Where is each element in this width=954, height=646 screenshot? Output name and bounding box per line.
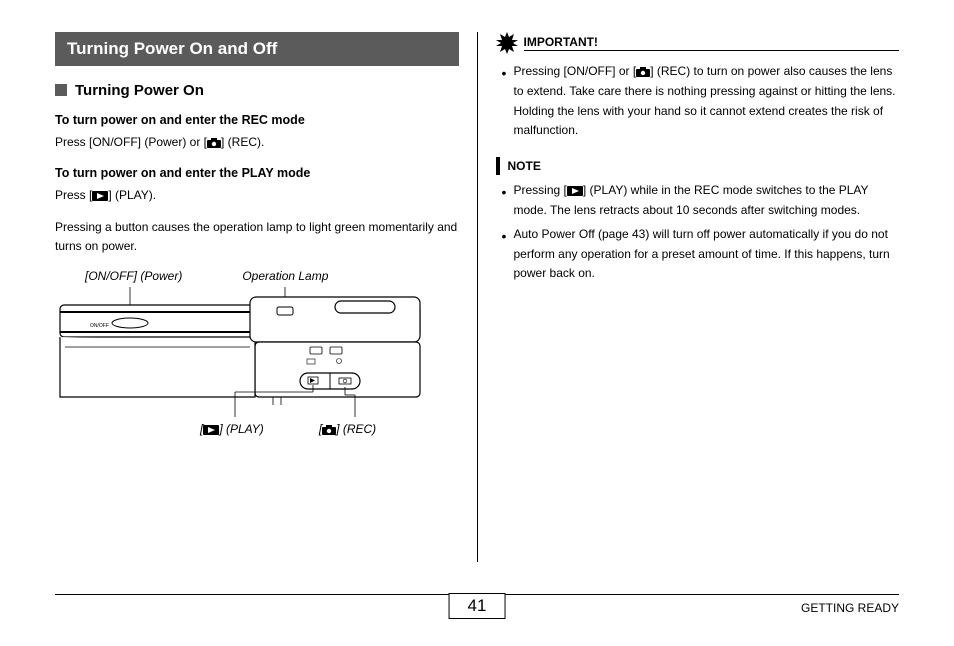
camera-icon xyxy=(207,138,221,148)
note-bar-icon xyxy=(496,157,500,175)
play-icon xyxy=(92,191,108,201)
square-bullet-icon xyxy=(55,84,67,96)
important-item-1: Pressing [ON/OFF] or [] (REC) to turn on… xyxy=(514,62,900,141)
camera-illustration: ON/OFF xyxy=(55,287,425,417)
page-footer: 41 GETTING READY xyxy=(55,594,899,628)
section-title-bar: Turning Power On and Off xyxy=(55,32,459,66)
note-list: Pressing [] (PLAY) while in the REC mode… xyxy=(496,181,900,284)
play-mode-body: Press [] (PLAY). xyxy=(55,186,459,205)
label-rec-button: [] (REC) xyxy=(319,422,376,436)
label-onoff: [ON/OFF] (Power) xyxy=(85,269,182,283)
label-operation-lamp: Operation Lamp xyxy=(242,269,328,283)
diagram-bottom-labels: [] (PLAY) [] (REC) xyxy=(55,422,459,436)
onoff-button-label: ON/OFF xyxy=(90,323,109,329)
camera-icon xyxy=(636,67,650,77)
right-column: IMPORTANT! Pressing [ON/OFF] or [] (REC)… xyxy=(478,32,900,562)
starburst-icon xyxy=(496,32,518,54)
page-content: Turning Power On and Off Turning Power O… xyxy=(0,0,954,562)
left-column: Turning Power On and Off Turning Power O… xyxy=(55,32,477,562)
note-label: NOTE xyxy=(508,159,541,173)
subsection-heading-text: Turning Power On xyxy=(75,82,204,99)
footer-section-label: GETTING READY xyxy=(801,601,899,615)
camera-icon xyxy=(322,425,336,435)
play-icon xyxy=(203,425,219,435)
rec-mode-body: Press [ON/OFF] (Power) or [] (REC). xyxy=(55,133,459,152)
page-number: 41 xyxy=(449,593,506,619)
diagram-top-labels: [ON/OFF] (Power) Operation Lamp xyxy=(55,269,459,283)
note-heading: NOTE xyxy=(496,157,900,175)
important-label: IMPORTANT! xyxy=(524,35,900,51)
note-item-1: Pressing [] (PLAY) while in the REC mode… xyxy=(514,181,900,221)
camera-diagram: [ON/OFF] (Power) Operation Lamp ON/OFF xyxy=(55,269,459,436)
important-heading: IMPORTANT! xyxy=(496,32,900,54)
rec-mode-heading: To turn power on and enter the REC mode xyxy=(55,113,459,127)
subsection-heading: Turning Power On xyxy=(55,82,459,99)
label-play-button: [] (PLAY) xyxy=(200,422,264,436)
lamp-description: Pressing a button causes the operation l… xyxy=(55,218,459,255)
play-mode-heading: To turn power on and enter the PLAY mode xyxy=(55,166,459,180)
important-list: Pressing [ON/OFF] or [] (REC) to turn on… xyxy=(496,62,900,141)
note-item-2: Auto Power Off (page 43) will turn off p… xyxy=(514,225,900,284)
play-icon xyxy=(567,186,583,196)
